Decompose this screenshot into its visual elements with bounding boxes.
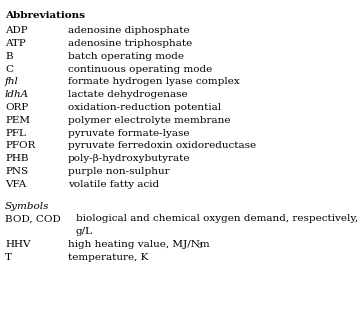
Text: biological and chemical oxygen demand, respectively,: biological and chemical oxygen demand, r… <box>76 214 358 223</box>
Text: fhl: fhl <box>5 77 19 86</box>
Text: PHB: PHB <box>5 154 28 163</box>
Text: formate hydrogen lyase complex: formate hydrogen lyase complex <box>68 77 240 86</box>
Text: polymer electrolyte membrane: polymer electrolyte membrane <box>68 116 230 125</box>
Text: g/L: g/L <box>76 227 93 236</box>
Text: continuous operating mode: continuous operating mode <box>68 65 212 73</box>
Text: VFA: VFA <box>5 180 26 189</box>
Text: PEM: PEM <box>5 116 30 125</box>
Text: pyruvate ferredoxin oxidoreductase: pyruvate ferredoxin oxidoreductase <box>68 141 256 150</box>
Text: ATP: ATP <box>5 39 26 48</box>
Text: purple non-sulphur: purple non-sulphur <box>68 167 169 176</box>
Text: 3: 3 <box>198 242 202 250</box>
Text: PFOR: PFOR <box>5 141 36 150</box>
Text: T: T <box>5 253 12 262</box>
Text: batch operating mode: batch operating mode <box>68 52 184 61</box>
Text: volatile fatty acid: volatile fatty acid <box>68 180 159 189</box>
Text: BOD, COD: BOD, COD <box>5 214 61 223</box>
Text: ldhA: ldhA <box>5 90 29 99</box>
Text: oxidation-reduction potential: oxidation-reduction potential <box>68 103 221 112</box>
Text: C: C <box>5 65 13 73</box>
Text: B: B <box>5 52 13 61</box>
Text: Abbreviations: Abbreviations <box>5 11 85 20</box>
Text: poly-β-hydroxybutyrate: poly-β-hydroxybutyrate <box>68 154 191 163</box>
Text: high heating value, MJ/Nm: high heating value, MJ/Nm <box>68 240 210 249</box>
Text: lactate dehydrogenase: lactate dehydrogenase <box>68 90 188 99</box>
Text: HHV: HHV <box>5 240 31 249</box>
Text: temperature, K: temperature, K <box>68 253 148 262</box>
Text: pyruvate formate-lyase: pyruvate formate-lyase <box>68 128 190 137</box>
Text: PNS: PNS <box>5 167 28 176</box>
Text: ORP: ORP <box>5 103 28 112</box>
Text: Symbols: Symbols <box>5 202 50 211</box>
Text: adenosine diphosphate: adenosine diphosphate <box>68 26 190 35</box>
Text: PFL: PFL <box>5 128 26 137</box>
Text: adenosine triphosphate: adenosine triphosphate <box>68 39 192 48</box>
Text: ADP: ADP <box>5 26 28 35</box>
